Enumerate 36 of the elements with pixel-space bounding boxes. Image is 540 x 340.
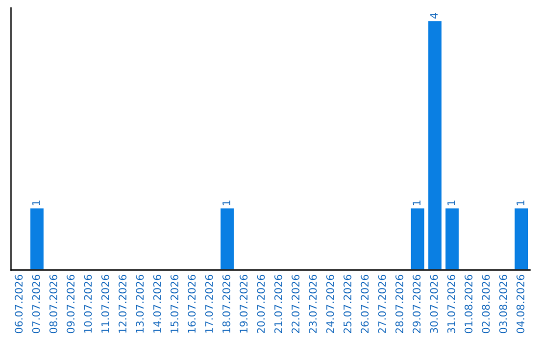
data-label: 1 xyxy=(516,200,524,206)
data-label: 4 xyxy=(430,13,438,19)
x-tick-label: 24.07.2026 xyxy=(326,274,334,334)
x-tick-label: 08.07.2026 xyxy=(49,274,58,334)
x-tick-label: 19.07.2026 xyxy=(240,274,248,333)
x-tick-label: 15.07.2026 xyxy=(170,274,178,333)
x-tick-label: 14.07.2026 xyxy=(153,274,162,333)
x-tick-label: 16.07.2026 xyxy=(188,274,196,333)
x-tick-label: 29.07.2026 xyxy=(412,274,421,334)
data-label: 1 xyxy=(32,200,40,206)
x-tick-label: 04.08.2026 xyxy=(516,274,524,334)
x-tick-label: 21.07.2026 xyxy=(274,274,282,334)
x-tick-label: 30.07.2026 xyxy=(430,274,438,334)
x-tick-label: 02.08.2026 xyxy=(482,274,490,334)
x-tick-label: 12.07.2026 xyxy=(118,274,126,333)
x-tick-label: 22.07.2026 xyxy=(292,274,300,334)
x-tick-label: 23.07.2026 xyxy=(308,274,317,334)
x-tick-label: 27.07.2026 xyxy=(378,274,386,334)
x-tick-label: 25.07.2026 xyxy=(343,274,352,334)
x-tick-label: 31.07.2026 xyxy=(447,274,456,334)
x-tick-label: 03.08.2026 xyxy=(499,274,508,334)
x-tick-label: 07.07.2026 xyxy=(32,274,40,334)
x-tick-label: 01.08.2026 xyxy=(464,274,472,334)
x-tick-label: 13.07.2026 xyxy=(136,274,144,333)
x-tick-label: 17.07.2026 xyxy=(205,274,213,333)
x-tick-label: 28.07.2026 xyxy=(395,274,404,334)
x-tick-label: 10.07.2026 xyxy=(84,274,92,333)
data-label: 1 xyxy=(447,200,456,206)
x-tick-label: 26.07.2026 xyxy=(360,274,369,334)
x-tick-label: 18.07.2026 xyxy=(222,274,230,333)
data-label: 1 xyxy=(222,200,230,206)
data-label: 1 xyxy=(412,200,420,206)
x-tick-label: 09.07.2026 xyxy=(66,274,75,334)
x-tick-label: 11.07.2026 xyxy=(101,274,110,333)
x-tick-label: 06.07.2026 xyxy=(14,274,23,334)
x-tick-label: 20.07.2026 xyxy=(256,274,265,334)
